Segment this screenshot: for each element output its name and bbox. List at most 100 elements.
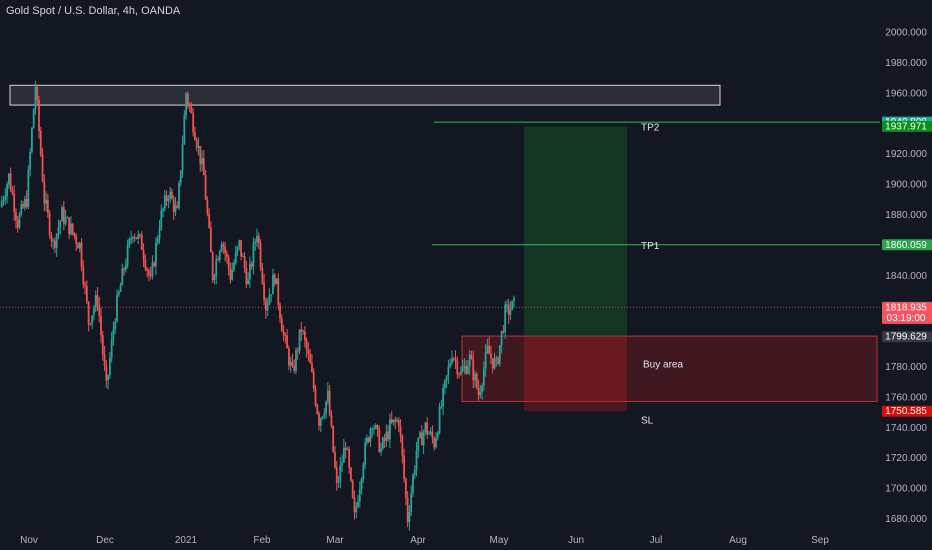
candle-body <box>316 404 319 414</box>
candle-body <box>463 365 466 369</box>
candle-body <box>190 106 193 113</box>
y-tick-label: 1840.000 <box>885 271 927 282</box>
candle-body <box>93 308 95 316</box>
candle-body <box>100 316 102 336</box>
x-tick-label: Nov <box>20 535 38 546</box>
candle-body <box>272 274 274 295</box>
candle-body <box>59 221 62 228</box>
candle-body <box>149 275 152 277</box>
candle-body <box>123 268 125 270</box>
candle-body <box>245 267 248 285</box>
candle-body <box>474 373 476 381</box>
candle-body <box>29 151 32 170</box>
candle-body <box>165 195 168 201</box>
candle-body <box>121 268 124 286</box>
candle-body <box>381 437 384 449</box>
candle-body <box>114 321 117 330</box>
candle-body <box>6 184 8 197</box>
candle-body <box>32 109 35 129</box>
candle-body <box>481 385 483 392</box>
candle-body <box>188 103 191 107</box>
candle-body <box>31 128 33 152</box>
annotation-label: SL <box>641 416 654 427</box>
candle-body <box>162 208 164 211</box>
x-tick-label: Jul <box>650 535 663 546</box>
y-tick-label: 1680.000 <box>885 514 927 525</box>
candle-body <box>383 437 386 441</box>
candle-body <box>431 431 434 439</box>
candle-body <box>257 235 260 244</box>
candle-body <box>243 255 246 268</box>
candle-body <box>128 238 131 246</box>
candle-body <box>364 442 367 465</box>
candle-body <box>210 227 212 253</box>
candle-body <box>275 278 278 285</box>
candle-body <box>160 210 163 229</box>
candle-body <box>429 431 432 434</box>
candle-body <box>289 361 292 366</box>
x-tick-label: Aug <box>729 535 747 546</box>
candle-body <box>284 334 287 336</box>
candle-body <box>2 199 5 201</box>
candle-body <box>445 375 448 381</box>
candle-body <box>80 242 83 268</box>
candle-body <box>330 415 333 426</box>
candle-body <box>365 437 368 443</box>
candle-body <box>461 368 464 372</box>
candle-body <box>351 480 354 498</box>
candle-body <box>22 204 24 208</box>
candle-body <box>174 205 177 212</box>
candle-body <box>374 425 377 429</box>
candle-body <box>194 132 196 140</box>
candle-body <box>422 432 425 446</box>
candle-body <box>362 464 365 479</box>
x-tick-label: 2021 <box>175 535 198 546</box>
candle-body <box>43 181 46 204</box>
candle-body <box>507 304 510 315</box>
candle-body <box>211 252 214 280</box>
candle-body <box>215 259 218 276</box>
candle-body <box>201 158 203 165</box>
candle-body <box>231 269 234 280</box>
candle-body <box>179 170 182 184</box>
candle-body <box>23 198 26 208</box>
candle-body <box>321 416 324 419</box>
candle-body <box>147 270 150 276</box>
price-tag-value: 1799.629 <box>885 332 927 343</box>
candle-body <box>346 448 349 450</box>
candle-body <box>25 198 28 207</box>
candle-body <box>135 237 138 239</box>
candle-body <box>54 240 56 248</box>
y-tick-label: 2000.000 <box>885 28 927 39</box>
candle-body <box>419 432 421 438</box>
candle-body <box>479 391 482 396</box>
y-tick-label: 1920.000 <box>885 149 927 160</box>
candle-body <box>339 465 342 482</box>
candle-body <box>438 406 441 433</box>
candle-body <box>73 232 76 236</box>
candle-body <box>195 139 198 148</box>
candle-body <box>101 335 104 355</box>
annotation-label: TP1 <box>641 241 660 252</box>
candle-body <box>506 304 508 306</box>
x-tick-label: Apr <box>410 535 426 546</box>
candle-body <box>348 448 351 468</box>
candle-body <box>467 366 469 374</box>
candle-body <box>107 375 110 381</box>
candle-body <box>217 259 219 261</box>
candle-body <box>389 419 391 440</box>
x-tick-label: May <box>490 535 509 546</box>
y-tick-label: 1760.000 <box>885 392 927 403</box>
candle-body <box>119 285 122 292</box>
candle-body <box>144 259 147 269</box>
candle-body <box>229 268 232 280</box>
candle-body <box>181 144 184 171</box>
candle-body <box>392 419 395 423</box>
candle-body <box>353 497 356 513</box>
candle-body <box>484 351 487 369</box>
candle-body <box>256 235 258 242</box>
candle-body <box>15 212 17 220</box>
candle-body <box>139 234 141 236</box>
y-tick-label: 1980.000 <box>885 58 927 69</box>
